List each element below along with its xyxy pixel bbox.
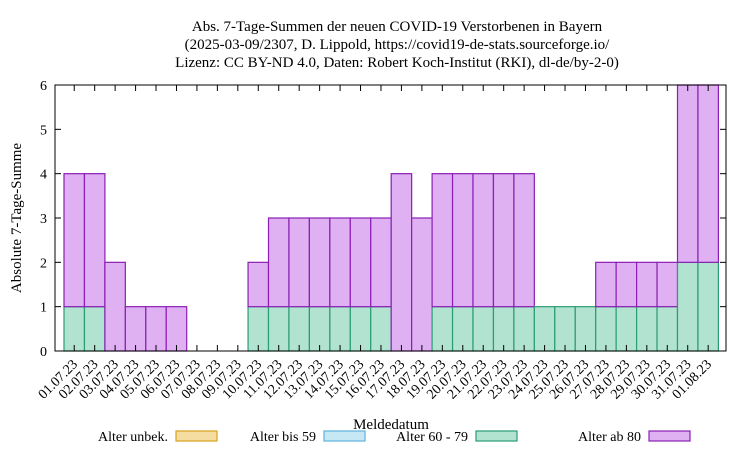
bar-segment-31.07.23-series-3 [676, 84, 699, 263]
legend-label: Alter unbek. [98, 430, 168, 445]
bar-segment-17.07.23-series-3 [390, 173, 413, 352]
bar-segment-13.07.23-series-3 [308, 217, 331, 308]
bar-segment-10.07.23-series-2 [247, 306, 270, 352]
bar-segment-16.07.23-series-2 [370, 306, 392, 352]
bar-segment-02.07.23-series-3 [83, 173, 106, 308]
bar-segment-16.07.23-series-3 [370, 217, 392, 308]
bar-segment-14.07.23-series-3 [329, 217, 351, 308]
bar-segment-20.07.23-series-3 [451, 173, 474, 308]
x-axis-label: Meldedatum [353, 417, 429, 433]
bar-segment-30.07.23-series-2 [656, 306, 679, 352]
legend-swatch [475, 430, 518, 442]
bar-segment-22.07.23-series-3 [492, 173, 515, 308]
bar-segment-01.07.23-series-2 [63, 306, 86, 352]
legend-swatch [175, 430, 218, 442]
bar-segment-05.07.23-series-3 [145, 306, 167, 352]
y-tick-label: 3 [40, 212, 47, 227]
y-axis-ticks: 0 1 2 3 4 5 6 [40, 79, 726, 360]
y-tick-label: 6 [40, 79, 47, 94]
bar-segment-23.07.23-series-3 [513, 173, 535, 308]
legend-label: Alter ab 80 [578, 430, 641, 445]
bar-segment-19.07.23-series-2 [431, 306, 454, 352]
legend-label: Alter bis 59 [250, 430, 316, 445]
bar-segment-06.07.23-series-3 [165, 306, 188, 352]
bar-segment-19.07.23-series-3 [431, 173, 454, 308]
bar-segment-21.07.23-series-3 [472, 173, 495, 308]
bar-segment-01.08.23-series-2 [697, 261, 720, 352]
plot-frame [54, 84, 727, 352]
bar-segment-18.07.23-series-3 [411, 217, 433, 352]
y-tick-label: 1 [40, 301, 47, 316]
legend-label: Alter 60 - 79 [396, 430, 468, 445]
bar-segment-26.07.23-series-2 [574, 306, 597, 352]
bar-segment-15.07.23-series-2 [349, 306, 372, 352]
bar-segment-25.07.23-series-2 [554, 306, 576, 352]
bar-segment-30.07.23-series-3 [656, 261, 679, 308]
bar-segment-12.07.23-series-2 [288, 306, 311, 352]
legend-swatch [648, 430, 691, 442]
bar-segment-12.07.23-series-3 [288, 217, 311, 308]
bar-segment-29.07.23-series-2 [635, 306, 658, 352]
title-line-1: Abs. 7-Tage-Summen der neuen COVID-19 Ve… [192, 19, 603, 35]
bar-segment-24.07.23-series-2 [533, 306, 556, 352]
bar-segment-15.07.23-series-3 [349, 217, 372, 308]
bar-segment-11.07.23-series-2 [267, 306, 290, 352]
y-tick-label: 4 [40, 168, 47, 183]
y-axis-label: Absolute 7-Tage-Summe [9, 143, 25, 294]
chart-title: Abs. 7-Tage-Summen der neuen COVID-19 Ve… [175, 19, 619, 71]
bar-segment-11.07.23-series-3 [267, 217, 290, 308]
legend: Alter unbek. Alter bis 59 Alter 60 - 79 Alt… [98, 430, 691, 445]
y-tick-label: 0 [40, 345, 47, 360]
bars [63, 84, 720, 352]
bar-segment-28.07.23-series-2 [615, 306, 638, 352]
bar-segment-23.07.23-series-2 [513, 306, 535, 352]
bar-segment-31.07.23-series-2 [676, 261, 699, 352]
legend-swatch [323, 430, 366, 442]
bar-segment-28.07.23-series-3 [615, 261, 638, 308]
y-tick-label: 5 [40, 123, 47, 138]
bar-segment-20.07.23-series-2 [451, 306, 474, 352]
bar-segment-14.07.23-series-2 [329, 306, 351, 352]
bar-segment-03.07.23-series-3 [104, 261, 126, 352]
bar-segment-04.07.23-series-3 [124, 306, 147, 352]
title-line-2: (2025-03-09/2307, D. Lippold, https://co… [185, 37, 610, 53]
bar-segment-27.07.23-series-2 [595, 306, 617, 352]
bar-segment-02.07.23-series-2 [83, 306, 106, 352]
title-line-3: Lizenz: CC BY-ND 4.0, Daten: Robert Koch… [175, 55, 619, 71]
bar-segment-27.07.23-series-3 [595, 261, 617, 308]
y-tick-label: 2 [40, 256, 47, 271]
bar-segment-22.07.23-series-2 [492, 306, 515, 352]
bar-segment-10.07.23-series-3 [247, 261, 270, 308]
bar-segment-13.07.23-series-2 [308, 306, 331, 352]
bar-segment-29.07.23-series-3 [635, 261, 658, 308]
bar-segment-21.07.23-series-2 [472, 306, 495, 352]
bar-segment-01.08.23-series-3 [697, 84, 720, 263]
bar-segment-01.07.23-series-3 [63, 173, 86, 308]
